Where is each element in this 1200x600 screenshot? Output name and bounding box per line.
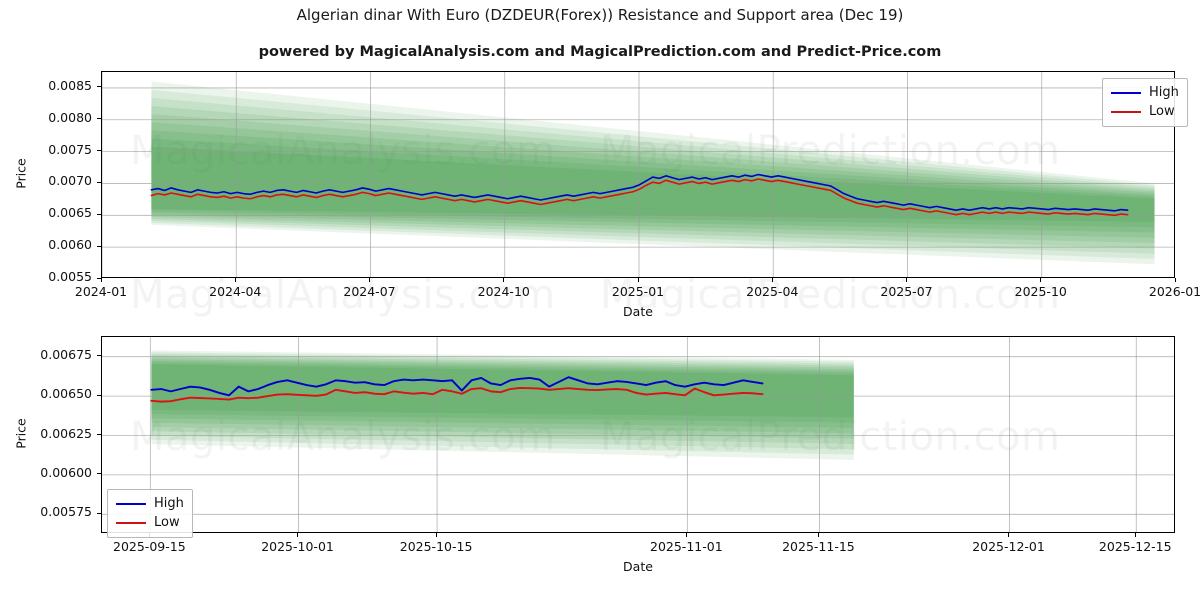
support-resistance-band (151, 97, 1155, 254)
legend-entry-high: High (116, 494, 184, 513)
page-subtitle: powered by MagicalAnalysis.com and Magic… (258, 44, 942, 60)
x-axis-tick-mark (100, 278, 102, 282)
y-axis-tick-label: 0.0085 (48, 77, 92, 93)
bottom-chart-canvas (102, 337, 1174, 532)
x-axis-tick-label: 2026-01 (1148, 284, 1200, 299)
y-axis-tick-label: 0.0065 (48, 205, 92, 221)
x-axis-title: Date (623, 559, 653, 574)
y-axis-title: Price (13, 157, 29, 189)
x-axis-tick-label: 2025-01 (611, 284, 665, 299)
y-axis-tick-label: 0.00650 (40, 386, 92, 402)
legend-label-high: High (1149, 85, 1179, 100)
x-axis-tick-label: 2025-07 (880, 284, 933, 299)
y-axis-title: Price (13, 417, 29, 449)
y-axis-tick-mark (97, 277, 101, 279)
support-resistance-band (151, 350, 854, 460)
x-axis-tick-mark (906, 278, 907, 282)
x-axis-tick-mark (503, 278, 505, 282)
y-axis-tick-mark (97, 86, 101, 88)
x-axis-tick-mark (771, 278, 773, 282)
x-axis-tick-label: 2025-10-15 (399, 539, 473, 554)
y-axis-tick-label: 0.00575 (40, 504, 92, 520)
y-axis-tick-mark (97, 181, 101, 183)
x-axis-tick-mark (1040, 278, 1042, 282)
y-axis-tick-mark (97, 355, 101, 357)
y-axis-tick-mark (97, 473, 101, 475)
y-axis-tick-label: 0.0055 (48, 269, 92, 284)
y-axis-tick-label: 0.0070 (48, 173, 92, 189)
support-resistance-band (151, 146, 1155, 222)
legend-label-low: Low (1149, 104, 1175, 119)
y-axis-tick-mark (97, 394, 101, 396)
support-resistance-band (151, 114, 1155, 244)
support-resistance-band (151, 357, 854, 439)
support-resistance-band (151, 81, 1155, 265)
y-axis-tick-label: 0.0080 (48, 109, 92, 125)
x-axis-tick-mark (234, 278, 236, 282)
x-axis-tick-mark (369, 278, 370, 282)
x-axis-tick-mark (637, 278, 639, 282)
support-resistance-band (151, 89, 1155, 260)
x-axis-tick-label: 2025-12-15 (1098, 539, 1172, 554)
x-axis-tick-label: 2025-12-01 (972, 539, 1045, 554)
y-axis-tick-label: 0.00625 (40, 425, 92, 441)
legend-entry-low: Low (1111, 102, 1179, 121)
y-axis-tick-mark (97, 118, 101, 120)
x-axis-tick-label: 2024-10 (477, 284, 530, 299)
x-axis-tick-mark (1174, 278, 1176, 282)
y-axis-tick-label: 0.00675 (40, 346, 92, 362)
series-line-low (150, 386, 764, 403)
support-resistance-band (151, 355, 854, 444)
y-axis-tick-mark (97, 512, 101, 514)
x-axis-tick-mark (685, 533, 687, 537)
x-axis-tick-label: 2024-07 (343, 284, 396, 299)
bottom-chart-plot-area (101, 336, 1175, 533)
legend-label-high: High (154, 496, 184, 511)
legend-swatch-low (116, 521, 146, 524)
y-axis-tick-mark (97, 150, 101, 152)
x-axis-tick-mark (435, 533, 437, 537)
y-axis-tick-mark (97, 213, 101, 215)
legend-label-low: Low (154, 515, 180, 530)
x-axis-tick-mark (297, 533, 299, 537)
x-axis-tick-label: 2024-04 (209, 284, 262, 299)
page-title: Algerian dinar With Euro (DZDEUR(Forex))… (296, 6, 904, 24)
x-axis-tick-label: 2024-01 (74, 284, 128, 299)
bottom-chart-legend: High Low (107, 489, 193, 538)
support-resistance-band (151, 360, 854, 428)
y-axis-tick-label: 0.0075 (48, 141, 92, 157)
legend-swatch-low (1111, 110, 1141, 113)
x-axis-tick-mark (1134, 533, 1136, 537)
x-axis-title: Date (623, 304, 653, 319)
x-axis-tick-label: 2025-09-15 (113, 539, 186, 554)
top-chart-legend: High Low (1102, 78, 1188, 127)
support-resistance-band (151, 352, 854, 455)
legend-entry-low: Low (116, 513, 184, 532)
series-line-high (150, 173, 1129, 212)
series-line-low (150, 178, 1129, 217)
y-axis-tick-mark (97, 245, 101, 247)
legend-entry-high: High (1111, 83, 1179, 102)
support-resistance-band (151, 362, 854, 423)
series-line-high (150, 376, 764, 397)
y-axis-tick-label: 0.0060 (48, 237, 92, 253)
legend-swatch-high (116, 502, 146, 505)
x-axis-tick-mark (817, 533, 819, 537)
top-chart-canvas (102, 72, 1174, 277)
y-axis-tick-mark (97, 434, 101, 435)
y-axis-tick-label: 0.00600 (40, 464, 92, 480)
legend-swatch-high (1111, 91, 1141, 94)
x-axis-tick-label: 2025-10-01 (261, 539, 334, 554)
support-resistance-band (151, 353, 854, 450)
top-chart-plot-area (101, 71, 1175, 278)
x-axis-tick-label: 2025-11-01 (650, 539, 723, 554)
x-axis-tick-label: 2025-10 (1014, 284, 1067, 299)
x-axis-tick-label: 2025-11-15 (782, 539, 855, 554)
x-axis-tick-label: 2025-04 (746, 284, 799, 299)
x-axis-tick-mark (1008, 533, 1010, 537)
